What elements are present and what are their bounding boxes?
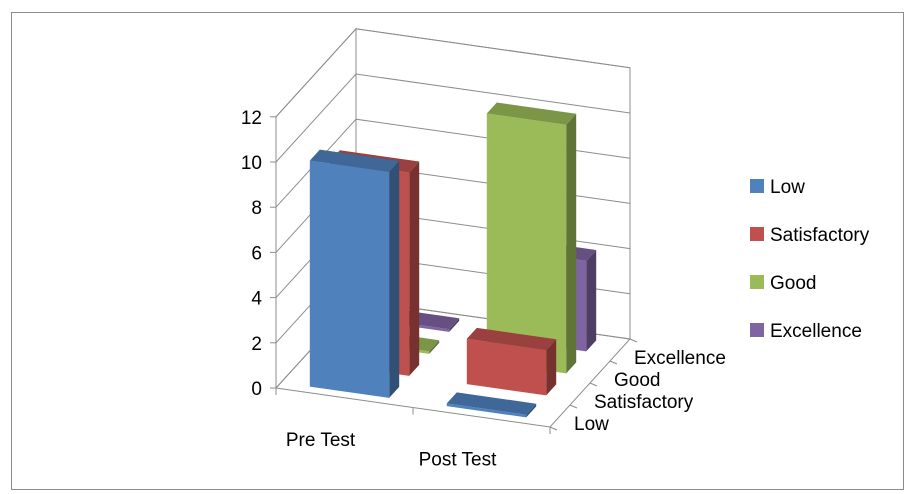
legend-swatch bbox=[750, 227, 764, 241]
bar-good-post-test bbox=[486, 102, 577, 374]
legend-item: Good bbox=[750, 273, 816, 294]
y-tick-label: 4 bbox=[251, 289, 262, 310]
y-tick-label: 2 bbox=[251, 334, 262, 355]
depth-tick-label: Excellence bbox=[634, 348, 726, 369]
legend-item: Excellence bbox=[750, 321, 862, 342]
bars bbox=[309, 102, 597, 418]
legend-label: Good bbox=[770, 273, 816, 294]
legend-swatch bbox=[750, 179, 764, 193]
y-tick-label: 12 bbox=[241, 108, 262, 129]
x-tick-label: Pre Test bbox=[286, 430, 356, 451]
y-tick-label: 0 bbox=[251, 379, 262, 400]
legend: Low Satisfactory Good Excellence bbox=[750, 177, 870, 342]
depth-tick-mark bbox=[549, 426, 558, 431]
legend-label: Satisfactory bbox=[770, 225, 870, 246]
gridline bbox=[275, 28, 631, 118]
legend-label: Excellence bbox=[770, 321, 862, 342]
y-tick-label: 6 bbox=[251, 243, 262, 264]
x-tick-label: Post Test bbox=[419, 449, 498, 470]
gridline bbox=[275, 73, 631, 163]
bar-satisfactory-post-test bbox=[466, 327, 557, 396]
bar-low-pre-test bbox=[309, 149, 400, 398]
legend-swatch bbox=[750, 275, 764, 289]
y-tick-label: 10 bbox=[241, 153, 262, 174]
legend-item: Low bbox=[750, 177, 805, 198]
depth-tick-mark bbox=[609, 360, 618, 365]
depth-tick-label: Satisfactory bbox=[594, 392, 694, 413]
legend-swatch bbox=[750, 323, 764, 337]
depth-tick-label: Good bbox=[614, 370, 660, 391]
depth-tick-mark bbox=[629, 338, 638, 343]
bar-low-post-test bbox=[446, 392, 537, 418]
y-tick-label: 8 bbox=[251, 198, 262, 219]
legend-item: Satisfactory bbox=[750, 225, 870, 246]
depth-tick-mark bbox=[589, 382, 598, 387]
depth-tick-label: Low bbox=[574, 414, 609, 435]
legend-label: Low bbox=[770, 177, 805, 198]
depth-tick-mark bbox=[569, 404, 578, 409]
axis-labels: 0 2 4 6 8 10 12 Pre Test Post Test LowSatisfactor… bbox=[241, 108, 726, 470]
